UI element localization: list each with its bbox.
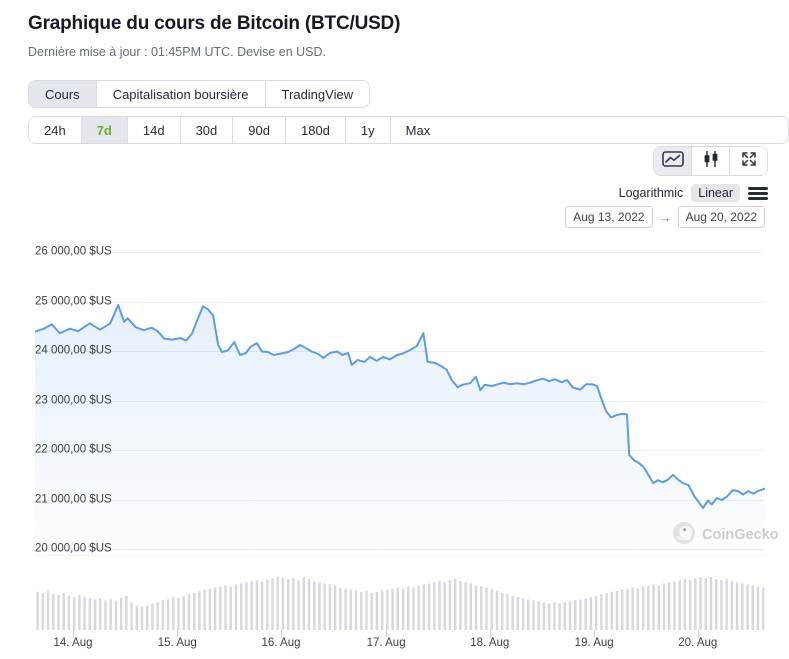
- line-chart-button[interactable]: [654, 147, 691, 175]
- x-axis-label: 19. Aug: [574, 637, 614, 649]
- arrow-right-icon: →: [658, 209, 672, 225]
- x-axis-label: 14. Aug: [53, 637, 93, 649]
- y-axis-label: 22 000,00 $US: [35, 443, 112, 456]
- x-axis-tick: [489, 630, 491, 637]
- x-axis-tick: [73, 630, 74, 637]
- x-axis-tick: [697, 630, 699, 637]
- line-chart-icon: [661, 150, 684, 172]
- y-axis-label: 20 000,00 $US: [35, 542, 112, 555]
- x-axis-line: [35, 555, 765, 556]
- y-axis-label: 24 000,00 $US: [35, 344, 112, 357]
- candlestick-button[interactable]: [691, 147, 729, 175]
- range-buttons: 24h 7d 14d 30d 90d 180d 1y Max: [28, 116, 789, 144]
- x-axis-tick: [594, 630, 596, 637]
- tab-tradingview[interactable]: TradingView: [264, 81, 370, 107]
- scale-toggle-row: Logarithmic Linear: [619, 184, 768, 202]
- gridline: [35, 351, 765, 352]
- price-line-series: [35, 304, 765, 555]
- range-30d[interactable]: 30d: [179, 117, 233, 143]
- range-max[interactable]: Max: [389, 117, 446, 143]
- volume-bars-series: [36, 577, 765, 630]
- range-14d[interactable]: 14d: [126, 117, 180, 143]
- coingecko-watermark: CoinGecko: [672, 521, 779, 549]
- chart-type-switcher: [653, 146, 768, 176]
- gridline: [35, 252, 765, 253]
- y-axis-label: 23 000,00 $US: [35, 394, 112, 407]
- range-24h[interactable]: 24h: [29, 117, 81, 143]
- date-range-row: Aug 13, 2022 → Aug 20, 2022: [565, 206, 765, 228]
- x-axis-label: 17. Aug: [366, 637, 406, 649]
- y-axis-label: 26 000,00 $US: [35, 245, 112, 258]
- page-title: Graphique du cours de Bitcoin (BTC/USD): [28, 13, 401, 34]
- candlestick-icon: [702, 150, 720, 173]
- x-axis-label: 16. Aug: [261, 637, 301, 649]
- last-updated-text: Dernière mise à jour : 01:45PM UTC. Devi…: [28, 45, 327, 59]
- tab-capitalisation-boursiere[interactable]: Capitalisation boursière: [95, 81, 265, 107]
- date-from-input[interactable]: Aug 13, 2022: [565, 206, 653, 228]
- x-axis-tick: [386, 630, 388, 637]
- y-axis-label: 21 000,00 $US: [35, 493, 112, 506]
- x-axis-tick: [281, 630, 282, 637]
- range-180d[interactable]: 180d: [284, 117, 345, 143]
- fullscreen-icon: [741, 151, 757, 172]
- range-7d[interactable]: 7d: [80, 117, 127, 143]
- gridline: [35, 301, 765, 303]
- date-to-input[interactable]: Aug 20, 2022: [677, 206, 765, 228]
- x-axis-label: 15. Aug: [157, 637, 197, 649]
- range-90d[interactable]: 90d: [232, 117, 285, 143]
- tab-cours[interactable]: Cours: [29, 81, 96, 107]
- menu-icon[interactable]: [748, 186, 768, 200]
- x-axis-tick: [177, 630, 179, 637]
- price-chart[interactable]: CoinGecko 26 000,00 $US 25 000,00 $US 24 0…: [35, 245, 779, 657]
- coingecko-watermark-label: CoinGecko: [702, 527, 779, 543]
- range-1y[interactable]: 1y: [344, 117, 390, 143]
- chart-tabs: Cours Capitalisation boursière TradingVi…: [28, 80, 371, 108]
- x-axis-label: 20. Aug: [678, 637, 718, 649]
- scale-logarithmic[interactable]: Logarithmic: [618, 186, 684, 200]
- coingecko-logo-icon: [672, 521, 696, 549]
- fullscreen-button[interactable]: [729, 147, 767, 175]
- x-axis-label: 18. Aug: [470, 637, 510, 649]
- y-axis-label: 25 000,00 $US: [35, 295, 112, 308]
- scale-linear[interactable]: Linear: [691, 184, 740, 202]
